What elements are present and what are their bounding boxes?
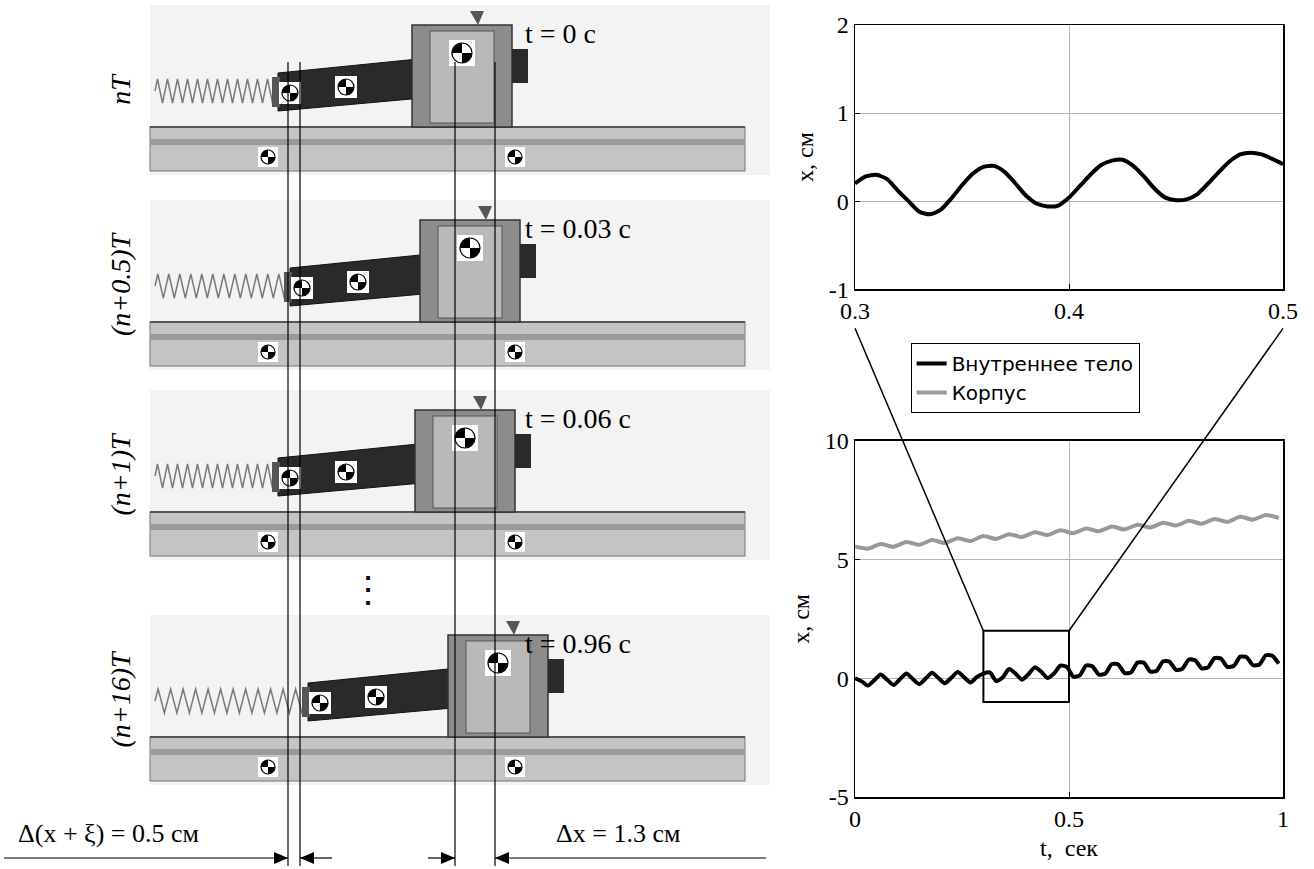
- svg-text:t = 0 с: t = 0 с: [525, 18, 596, 49]
- svg-text:Δx = 1.3 см: Δx = 1.3 см: [556, 819, 680, 848]
- svg-text:x, см: x, см: [792, 132, 818, 182]
- svg-text:(n+16)T: (n+16)T: [105, 650, 136, 748]
- svg-text:5: 5: [837, 547, 849, 573]
- svg-text:(n+1)T: (n+1)T: [105, 432, 136, 516]
- svg-text:(n+0.5)T: (n+0.5)T: [105, 232, 136, 337]
- svg-text:2: 2: [837, 12, 849, 38]
- svg-text:0.4: 0.4: [1054, 298, 1084, 324]
- svg-text:1: 1: [837, 100, 849, 126]
- svg-text:x, см: x, см: [788, 594, 814, 644]
- svg-text:nT: nT: [105, 73, 136, 105]
- svg-text:0: 0: [837, 666, 849, 692]
- svg-text:0.5: 0.5: [1268, 298, 1298, 324]
- svg-text:⋮: ⋮: [350, 569, 386, 610]
- svg-text:t, сек: t, сек: [1040, 835, 1098, 861]
- svg-text:1: 1: [1277, 806, 1289, 832]
- svg-text:0.5: 0.5: [1054, 806, 1084, 832]
- svg-text:t = 0.03 с: t = 0.03 с: [525, 213, 631, 244]
- svg-text:-5: -5: [829, 784, 849, 810]
- svg-text:t = 0.96 с: t = 0.96 с: [525, 628, 631, 659]
- svg-text:-1: -1: [829, 277, 849, 303]
- svg-text:0: 0: [849, 806, 861, 832]
- svg-text:Внутреннее тело: Внутреннее тело: [952, 352, 1133, 376]
- svg-text:Δ(x + ξ) = 0.5 см: Δ(x + ξ) = 0.5 см: [18, 819, 199, 848]
- svg-text:10: 10: [825, 428, 849, 454]
- svg-text:Корпус: Корпус: [952, 381, 1027, 405]
- svg-text:0: 0: [837, 189, 849, 215]
- svg-text:t = 0.06 с: t = 0.06 с: [525, 403, 631, 434]
- svg-text:0.3: 0.3: [840, 298, 870, 324]
